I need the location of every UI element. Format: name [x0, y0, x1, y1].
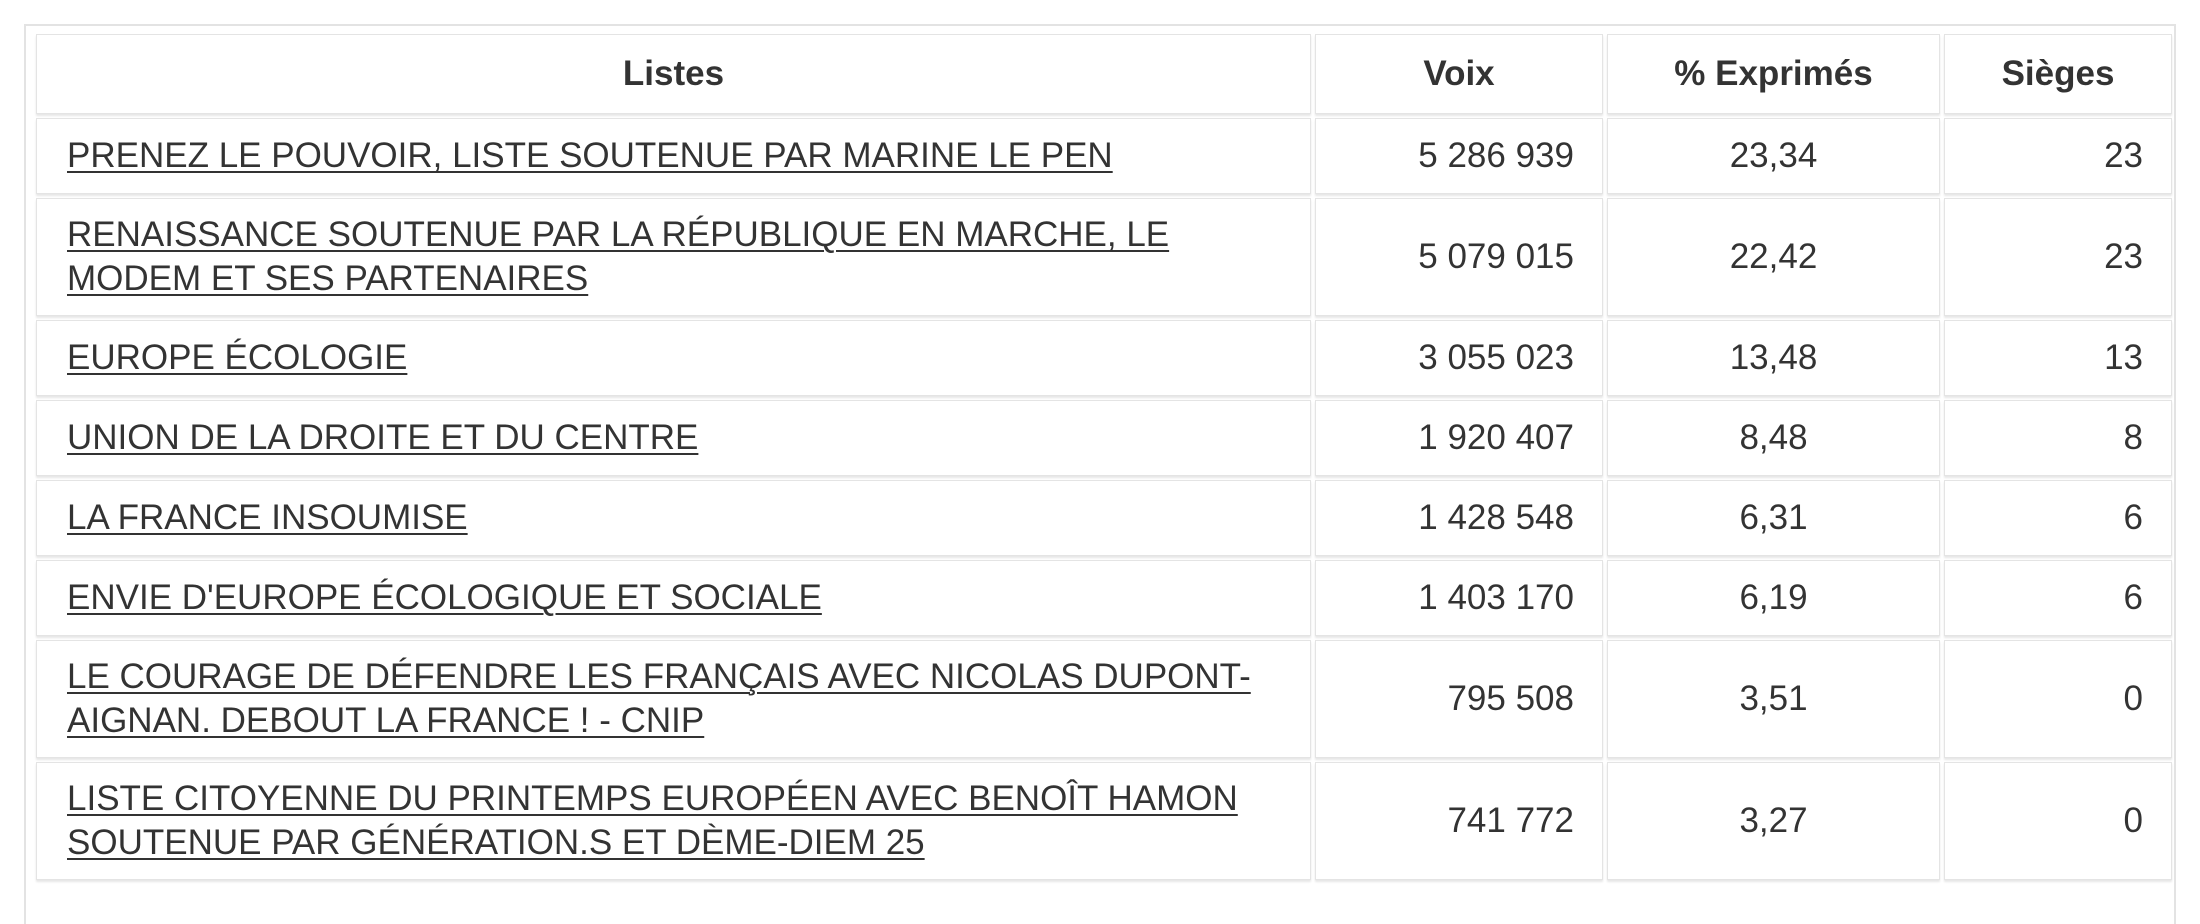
results-table-container: Listes Voix % Exprimés Sièges PRENEZ LE … [24, 24, 2176, 924]
exprimes-cell: 6,31 [1607, 480, 1940, 556]
table-row: RENAISSANCE SOUTENUE PAR LA RÉPUBLIQUE E… [36, 198, 2172, 316]
exprimes-cell: 8,48 [1607, 400, 1940, 476]
liste-link[interactable]: PRENEZ LE POUVOIR, LISTE SOUTENUE PAR MA… [67, 136, 1113, 175]
table-row: PRENEZ LE POUVOIR, LISTE SOUTENUE PAR MA… [36, 118, 2172, 194]
table-row: UNION DE LA DROITE ET DU CENTRE 1 920 40… [36, 400, 2172, 476]
liste-link[interactable]: LISTE CITOYENNE DU PRINTEMPS EUROPÉEN AV… [67, 779, 1238, 862]
exprimes-cell: 23,34 [1607, 118, 1940, 194]
column-header-sieges: Sièges [1944, 34, 2172, 114]
sieges-cell: 13 [1944, 320, 2172, 396]
voix-cell: 1 428 548 [1315, 480, 1603, 556]
sieges-cell: 23 [1944, 198, 2172, 316]
exprimes-cell: 13,48 [1607, 320, 1940, 396]
liste-link[interactable]: UNION DE LA DROITE ET DU CENTRE [67, 418, 699, 457]
liste-cell: EUROPE ÉCOLOGIE [36, 320, 1311, 396]
sieges-cell: 8 [1944, 400, 2172, 476]
table-header-row: Listes Voix % Exprimés Sièges [36, 34, 2172, 114]
exprimes-cell: 3,51 [1607, 640, 1940, 758]
table-row: LISTE CITOYENNE DU PRINTEMPS EUROPÉEN AV… [36, 762, 2172, 880]
liste-cell: LA FRANCE INSOUMISE [36, 480, 1311, 556]
liste-cell: PRENEZ LE POUVOIR, LISTE SOUTENUE PAR MA… [36, 118, 1311, 194]
liste-link[interactable]: LE COURAGE DE DÉFENDRE LES FRANÇAIS AVEC… [67, 657, 1251, 740]
table-row: ENVIE D'EUROPE ÉCOLOGIQUE ET SOCIALE 1 4… [36, 560, 2172, 636]
liste-link[interactable]: ENVIE D'EUROPE ÉCOLOGIQUE ET SOCIALE [67, 578, 822, 617]
sieges-cell: 6 [1944, 480, 2172, 556]
voix-cell: 5 079 015 [1315, 198, 1603, 316]
voix-cell: 5 286 939 [1315, 118, 1603, 194]
table-row: LE COURAGE DE DÉFENDRE LES FRANÇAIS AVEC… [36, 640, 2172, 758]
liste-link[interactable]: EUROPE ÉCOLOGIE [67, 338, 408, 377]
table-row: EUROPE ÉCOLOGIE 3 055 023 13,48 13 [36, 320, 2172, 396]
sieges-cell: 0 [1944, 640, 2172, 758]
column-header-exprimes: % Exprimés [1607, 34, 1940, 114]
voix-cell: 1 403 170 [1315, 560, 1603, 636]
voix-cell: 741 772 [1315, 762, 1603, 880]
election-results-table: Listes Voix % Exprimés Sièges PRENEZ LE … [32, 30, 2176, 884]
voix-cell: 795 508 [1315, 640, 1603, 758]
exprimes-cell: 3,27 [1607, 762, 1940, 880]
liste-cell: RENAISSANCE SOUTENUE PAR LA RÉPUBLIQUE E… [36, 198, 1311, 316]
voix-cell: 3 055 023 [1315, 320, 1603, 396]
column-header-listes: Listes [36, 34, 1311, 114]
liste-link[interactable]: LA FRANCE INSOUMISE [67, 498, 468, 537]
sieges-cell: 6 [1944, 560, 2172, 636]
table-row: LA FRANCE INSOUMISE 1 428 548 6,31 6 [36, 480, 2172, 556]
voix-cell: 1 920 407 [1315, 400, 1603, 476]
liste-cell: ENVIE D'EUROPE ÉCOLOGIQUE ET SOCIALE [36, 560, 1311, 636]
liste-cell: LISTE CITOYENNE DU PRINTEMPS EUROPÉEN AV… [36, 762, 1311, 880]
liste-link[interactable]: RENAISSANCE SOUTENUE PAR LA RÉPUBLIQUE E… [67, 215, 1170, 298]
column-header-voix: Voix [1315, 34, 1603, 114]
exprimes-cell: 6,19 [1607, 560, 1940, 636]
liste-cell: LE COURAGE DE DÉFENDRE LES FRANÇAIS AVEC… [36, 640, 1311, 758]
sieges-cell: 23 [1944, 118, 2172, 194]
sieges-cell: 0 [1944, 762, 2172, 880]
exprimes-cell: 22,42 [1607, 198, 1940, 316]
liste-cell: UNION DE LA DROITE ET DU CENTRE [36, 400, 1311, 476]
